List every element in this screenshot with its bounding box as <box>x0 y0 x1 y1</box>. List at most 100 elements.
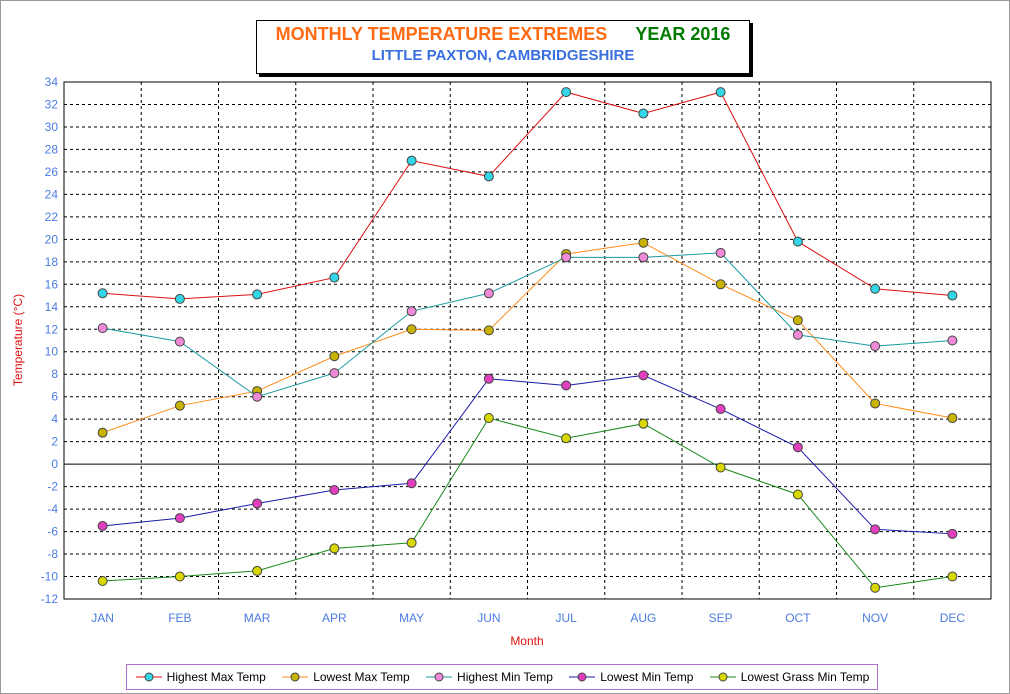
y-tick-label: -12 <box>41 592 59 606</box>
series-line <box>102 374 953 535</box>
data-point <box>870 341 881 352</box>
grid-lines <box>64 82 991 599</box>
data-point <box>174 400 185 411</box>
data-point <box>97 576 108 587</box>
data-point <box>174 336 185 347</box>
y-tick-label: 14 <box>45 300 59 314</box>
data-point <box>97 288 108 299</box>
y-tick-label: -8 <box>47 547 58 561</box>
y-tick-label: -10 <box>41 570 59 584</box>
legend-swatch <box>709 672 736 682</box>
legend-item: Highest Max Temp <box>135 670 266 684</box>
y-tick-label: 34 <box>45 75 59 89</box>
legend-item: Lowest Max Temp <box>281 670 410 684</box>
data-point <box>406 537 417 548</box>
data-point <box>715 247 726 258</box>
data-point <box>561 252 572 263</box>
y-tick-label: 18 <box>45 255 59 269</box>
x-tick-label: APR <box>322 611 347 625</box>
series-layer <box>97 87 958 593</box>
y-tick-label: 22 <box>45 210 59 224</box>
data-point <box>870 524 881 535</box>
legend-label: Lowest Max Temp <box>313 670 410 684</box>
data-point <box>174 571 185 582</box>
y-tick-label: 4 <box>51 412 58 426</box>
data-point <box>406 155 417 166</box>
data-point <box>483 171 494 182</box>
data-point <box>252 565 263 576</box>
data-point <box>174 293 185 304</box>
data-point <box>947 290 958 301</box>
legend-swatch <box>426 672 453 682</box>
y-tick-label: 30 <box>45 120 59 134</box>
x-tick-label: FEB <box>168 611 191 625</box>
data-point <box>715 462 726 473</box>
data-point <box>947 528 958 539</box>
data-point <box>792 329 803 340</box>
legend-swatch <box>569 672 596 682</box>
data-point <box>483 413 494 424</box>
y-tick-label: 8 <box>51 367 58 381</box>
data-point <box>638 418 649 429</box>
data-point <box>561 87 572 98</box>
data-point <box>638 108 649 119</box>
legend: Highest Max Temp Lowest Max Temp Highest M… <box>126 664 878 690</box>
y-tick-label: 10 <box>45 345 59 359</box>
data-point <box>483 288 494 299</box>
x-tick-label: OCT <box>785 611 811 625</box>
data-point <box>329 351 340 362</box>
data-point <box>252 289 263 300</box>
data-point <box>561 433 572 444</box>
y-tick-label: -4 <box>47 502 58 516</box>
y-tick-label: 6 <box>51 390 58 404</box>
data-point <box>329 543 340 554</box>
chart-subtitle: LITTLE PAXTON, CAMBRIDGESHIRE <box>371 47 635 64</box>
data-point <box>483 325 494 336</box>
plot-area-border <box>63 81 992 600</box>
data-point <box>97 520 108 531</box>
series-line <box>102 91 953 300</box>
data-point <box>947 571 958 582</box>
data-point <box>406 478 417 489</box>
x-tick-label: JUL <box>555 611 577 625</box>
x-tick-label: MAR <box>244 611 271 625</box>
x-tick-label: JAN <box>91 611 114 625</box>
legend-swatch <box>282 672 309 682</box>
data-point <box>638 370 649 381</box>
data-point <box>792 442 803 453</box>
x-tick-label: SEP <box>709 611 733 625</box>
series-line <box>102 252 953 398</box>
y-tick-label: 0 <box>51 457 58 471</box>
data-point <box>483 373 494 384</box>
chart-year: YEAR 2016 <box>635 24 731 44</box>
legend-item: Highest Min Temp <box>425 670 553 684</box>
chart-title-line: MONTHLY TEMPERATURE EXTREMES YEAR 2016 <box>257 24 749 45</box>
legend-item: Lowest Min Temp <box>568 670 693 684</box>
data-point <box>329 272 340 283</box>
y-tick-label: 12 <box>45 322 59 336</box>
data-point <box>329 484 340 495</box>
legend-swatch <box>135 672 162 682</box>
data-point <box>252 391 263 402</box>
x-tick-label: MAY <box>399 611 424 625</box>
series-line <box>102 242 953 434</box>
data-point <box>561 380 572 391</box>
x-axis-title: Month <box>510 634 543 648</box>
data-point <box>947 335 958 346</box>
x-tick-label: DEC <box>940 611 966 625</box>
y-axis-title: Temperature (°C) <box>11 294 25 386</box>
y-tick-label: 2 <box>51 435 58 449</box>
legend-label: Highest Min Temp <box>457 670 553 684</box>
data-point <box>947 413 958 424</box>
data-point <box>252 498 263 509</box>
data-point <box>870 582 881 593</box>
series <box>97 413 958 593</box>
series <box>97 370 958 539</box>
y-tick-labels: -12-10-8-6-4-202468101214161820222426283… <box>41 75 59 606</box>
x-tick-label: AUG <box>630 611 656 625</box>
y-tick-label: 32 <box>45 97 59 111</box>
series <box>97 87 958 304</box>
data-point <box>174 513 185 524</box>
chart-title-box: MONTHLY TEMPERATURE EXTREMES YEAR 2016 LI… <box>256 20 750 74</box>
